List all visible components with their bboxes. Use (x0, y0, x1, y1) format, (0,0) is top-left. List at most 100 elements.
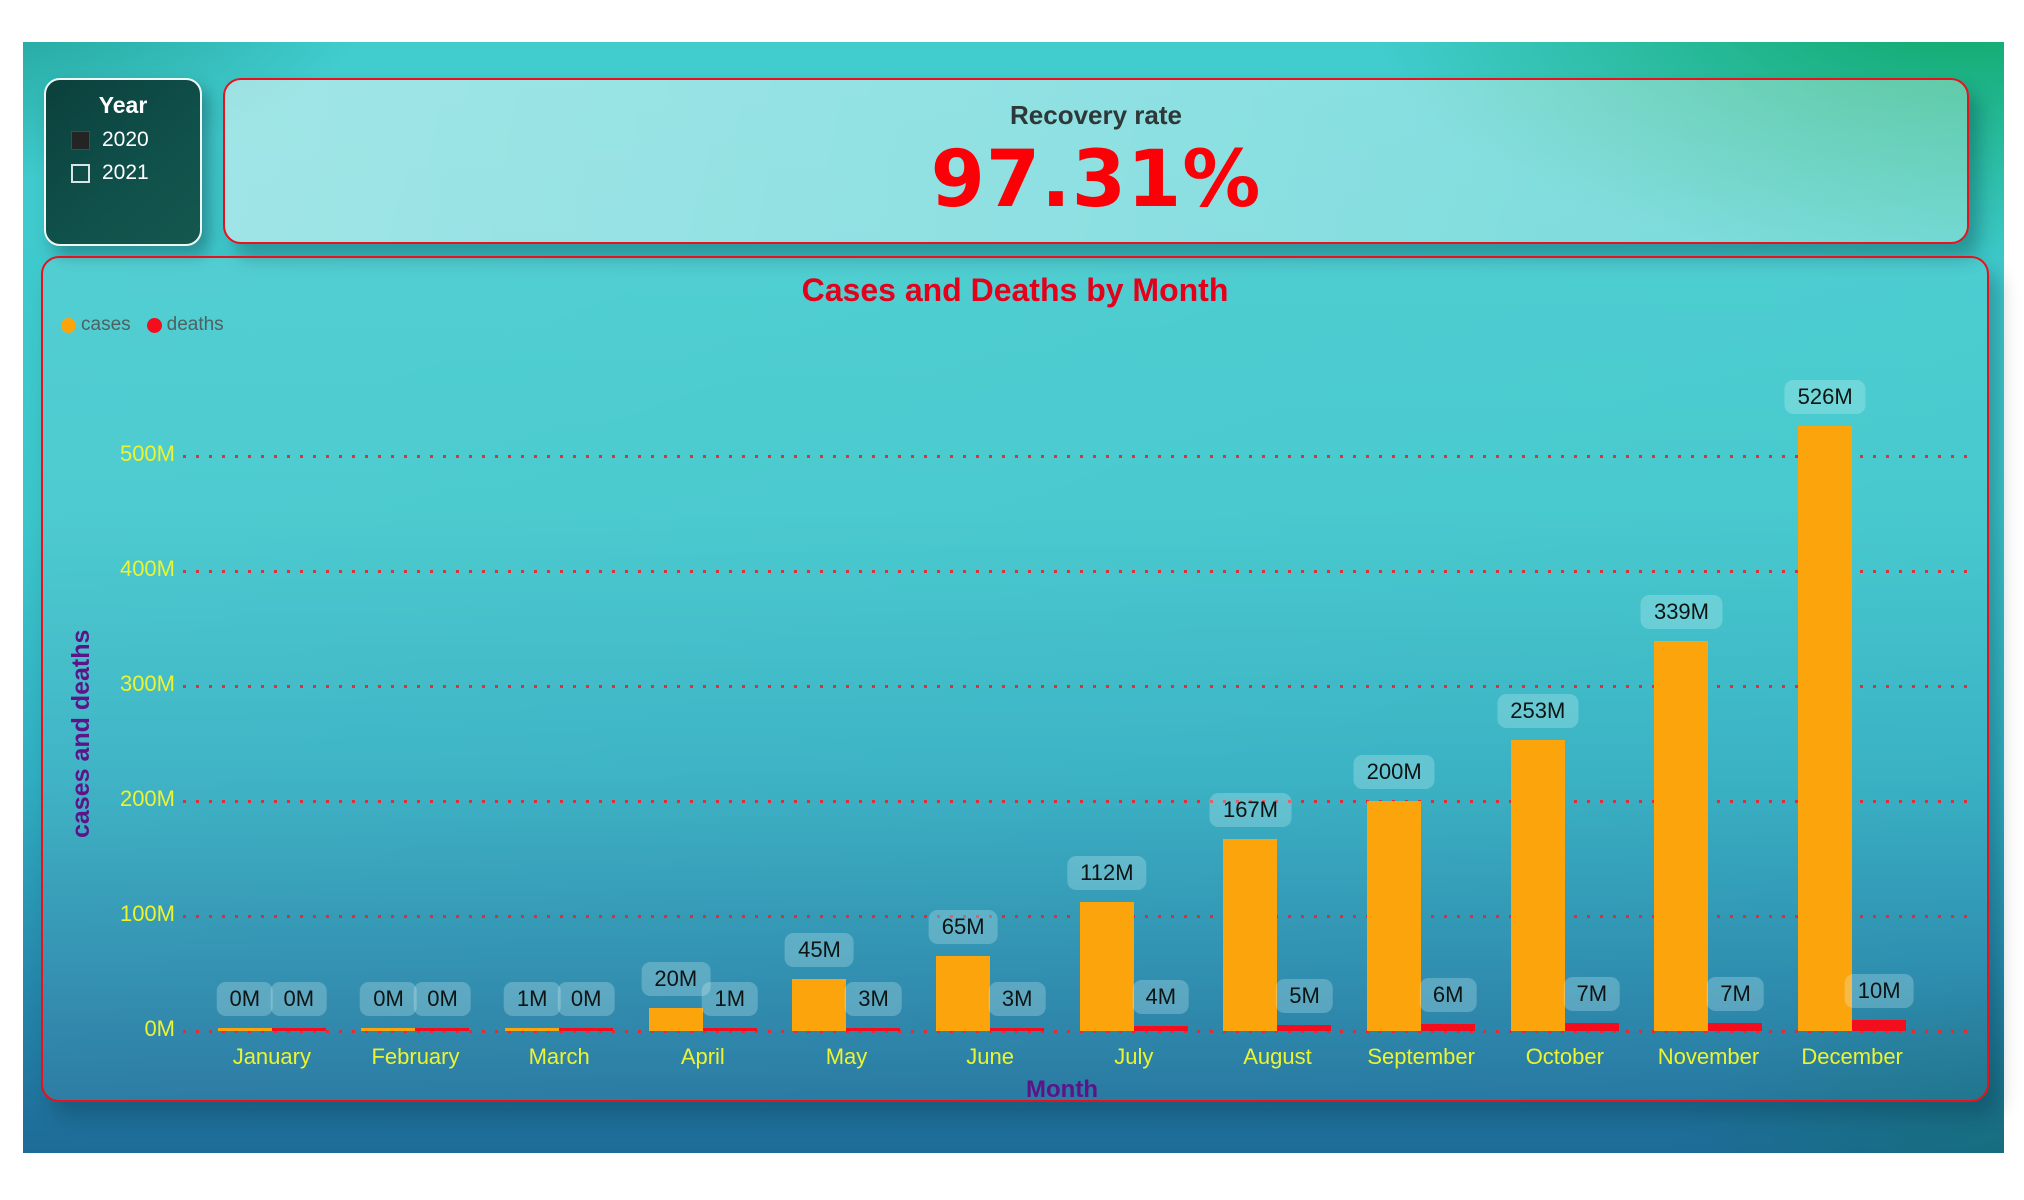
gridline (183, 799, 1971, 803)
cases-bar[interactable] (1079, 902, 1134, 1031)
y-axis-tick-label: 0M (144, 1016, 175, 1041)
checked-checkbox-icon[interactable] (71, 130, 90, 150)
cases-value-label: 200M (1353, 755, 1435, 789)
x-axis-tick-label: September (1367, 1044, 1475, 1069)
cases-bar[interactable] (1223, 838, 1278, 1031)
legend-label: deaths (166, 314, 224, 335)
y-axis-title: cases and deaths (67, 629, 95, 838)
cases-value-label: 339M (1640, 595, 1723, 630)
x-axis-tick-label: October (1525, 1044, 1604, 1069)
cases-bar[interactable] (1654, 641, 1709, 1031)
month-slot-may: 45M 3M May (775, 456, 919, 1069)
cases-value-label: 253M (1497, 694, 1579, 729)
deaths-bar[interactable] (1133, 1026, 1188, 1031)
cases-value-label: 65M (928, 910, 998, 945)
gridline (183, 914, 1971, 918)
x-axis-tick-label: March (528, 1044, 590, 1069)
cases-deaths-chart: Cases and Deaths by Month cases deaths 0M… (41, 256, 1989, 1103)
x-axis-tick-label: April (680, 1044, 725, 1069)
y-axis-tick-label: 200M (119, 786, 175, 811)
y-axis-tick-label: 500M (119, 441, 175, 466)
gridline (183, 569, 1971, 573)
cases-value-label: 1M (503, 982, 561, 1016)
chart-title: Cases and Deaths by Month (801, 272, 1229, 308)
deaths-bar[interactable] (1708, 1022, 1763, 1031)
deaths-bar[interactable] (846, 1027, 901, 1031)
month-slot-april: 20M 1M April (631, 456, 775, 1069)
cases-bar[interactable] (505, 1028, 560, 1031)
cases-bar[interactable] (1367, 801, 1422, 1031)
plot-area: 0M 0M January 0M 0M February 1M 0M March 20M 1M Apr… (200, 380, 1924, 1069)
cases-bar[interactable] (361, 1028, 416, 1031)
month-slot-january: 0M 0M January (200, 456, 344, 1069)
unchecked-checkbox-icon[interactable] (71, 163, 90, 183)
deaths-bar[interactable] (559, 1028, 614, 1031)
cases-bar[interactable] (936, 956, 991, 1031)
deaths-value-label: 10M (1844, 973, 1914, 1008)
slicer-item-label: 2020 (102, 128, 149, 151)
gridline (183, 454, 1971, 458)
deaths-bar[interactable] (702, 1028, 757, 1031)
legend-item-cases[interactable]: cases (61, 314, 131, 336)
slicer-title: Year (98, 92, 148, 118)
month-slot-november: 339M 7M November (1637, 456, 1781, 1069)
slicer-item-2021[interactable]: 2021 (71, 161, 200, 185)
cases-bar[interactable] (792, 979, 847, 1031)
cases-value-label: 112M (1067, 856, 1147, 891)
legend-item-deaths[interactable]: deaths (146, 314, 224, 336)
cases-value-label: 0M (216, 982, 274, 1016)
x-axis-tick-label: January (232, 1044, 311, 1069)
cases-bar[interactable] (217, 1028, 272, 1031)
month-slot-march: 1M 0M March (487, 456, 631, 1069)
deaths-value-label: 0M (270, 982, 328, 1016)
cases-value-label: 20M (641, 962, 711, 996)
x-axis-title: Month (1026, 1076, 1098, 1103)
gridlines (183, 454, 1971, 1033)
deaths-value-label: 1M (701, 982, 759, 1016)
cases-value-label: 0M (360, 982, 417, 1016)
month-slot-september: 200M 6M September (1349, 456, 1493, 1069)
cases-bar[interactable] (648, 1008, 703, 1031)
y-axis-tick-label: 300M (119, 671, 175, 696)
x-axis-tick-label: November (1657, 1044, 1760, 1069)
deaths-value-label: 4M (1132, 980, 1190, 1015)
y-axis: 0M 100M 200M 300M 400M 500M (71, 441, 175, 1041)
deaths-value-label: 3M (845, 981, 902, 1016)
slicer-item-2020[interactable]: 2020 (71, 128, 200, 152)
month-slot-july: 112M 4M July (1062, 456, 1206, 1069)
x-axis-tick-label: June (966, 1044, 1015, 1069)
deaths-bar[interactable] (990, 1027, 1045, 1031)
cases-legend-dot-icon (61, 317, 76, 333)
dashboard-canvas: Year 2020 2021 Recovery rate 97.31% Cases… (23, 42, 2004, 1153)
recovery-rate-card: Recovery rate 97.31% (223, 78, 1969, 244)
x-axis-tick-label: August (1243, 1044, 1312, 1069)
deaths-value-label: 7M (1563, 976, 1621, 1011)
cases-bar[interactable] (1510, 740, 1565, 1031)
cases-bar[interactable] (1798, 426, 1853, 1031)
deaths-value-label: 7M (1707, 976, 1764, 1011)
deaths-bar[interactable] (271, 1028, 326, 1031)
x-axis-tick-label: February (371, 1044, 460, 1069)
legend-label: cases (81, 314, 131, 335)
x-axis-tick-label: July (1114, 1044, 1154, 1069)
deaths-value-label: 6M (1419, 978, 1477, 1013)
deaths-value-label: 3M (988, 981, 1046, 1016)
deaths-value-label: 0M (557, 982, 615, 1016)
deaths-bar[interactable] (415, 1028, 470, 1031)
x-axis-tick-label: May (825, 1044, 868, 1069)
month-slot-august: 167M 5M August (1206, 456, 1350, 1069)
cases-value-label: 526M (1784, 380, 1866, 415)
deaths-bar[interactable] (1277, 1025, 1332, 1031)
chart-legend: cases deaths (61, 314, 224, 336)
month-slot-december: 526M 10M December (1780, 380, 1924, 1069)
cases-value-label: 167M (1209, 792, 1292, 827)
kpi-value: 97.31% (930, 135, 1262, 225)
month-slot-october: 253M 7M October (1493, 456, 1637, 1069)
slicer-item-label: 2021 (102, 161, 149, 184)
deaths-bar[interactable] (1564, 1022, 1619, 1031)
deaths-bar[interactable] (1852, 1019, 1907, 1031)
deaths-bar[interactable] (1421, 1024, 1476, 1031)
month-slot-june: 65M 3M June (918, 456, 1062, 1069)
kpi-title: Recovery rate (1010, 100, 1182, 130)
gridline (183, 684, 1971, 688)
